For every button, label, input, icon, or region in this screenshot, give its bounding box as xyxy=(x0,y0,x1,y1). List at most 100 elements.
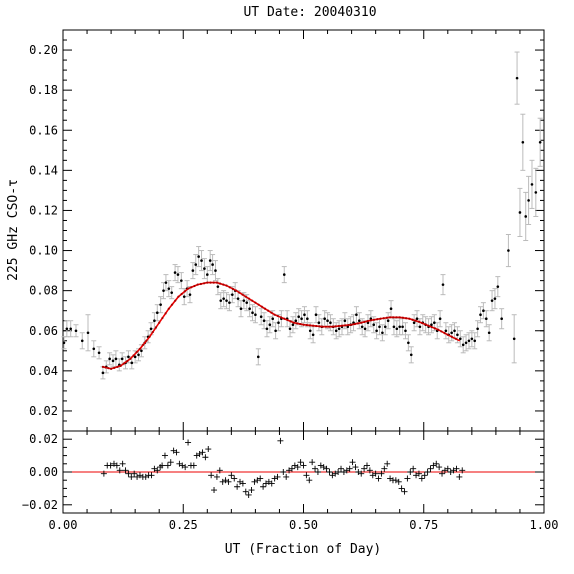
fit-marker xyxy=(289,320,292,323)
residual-point xyxy=(193,452,200,459)
data-point xyxy=(80,339,84,343)
residual-point xyxy=(268,480,275,487)
residual-point xyxy=(134,473,141,480)
residual-point xyxy=(262,480,269,487)
data-point xyxy=(456,333,459,337)
data-point xyxy=(173,271,177,274)
residual-point xyxy=(100,470,107,477)
residual-point xyxy=(392,477,399,484)
residual-point xyxy=(170,447,177,454)
fit-marker xyxy=(321,325,324,328)
fit-marker xyxy=(209,281,212,284)
data-point xyxy=(326,319,329,323)
fit-marker xyxy=(443,331,446,335)
fit-marker xyxy=(161,316,164,320)
data-point xyxy=(521,140,525,144)
fit-marker xyxy=(340,324,344,327)
data-point xyxy=(381,331,384,335)
data-point xyxy=(461,343,465,347)
data-point xyxy=(407,341,410,345)
residual-point xyxy=(413,472,420,479)
fit-marker xyxy=(315,324,318,328)
data-point xyxy=(386,319,390,323)
fit-marker xyxy=(167,307,170,310)
data-point xyxy=(191,269,195,272)
fit-marker xyxy=(215,281,219,284)
data-point xyxy=(415,317,419,321)
fit-marker xyxy=(363,320,366,324)
fit-marker xyxy=(344,324,347,327)
y-tick-label: 0.10 xyxy=(29,244,58,258)
fit-marker xyxy=(408,317,411,320)
data-point xyxy=(101,371,105,375)
fit-marker xyxy=(401,316,405,319)
y-tick-label: 0.06 xyxy=(29,324,58,338)
data-point xyxy=(412,321,416,325)
data-point xyxy=(518,211,522,214)
fit-marker xyxy=(299,322,302,326)
fit-marker xyxy=(238,291,241,294)
fit-marker xyxy=(225,284,228,287)
fit-marker xyxy=(366,320,369,323)
fit-marker xyxy=(122,362,126,365)
data-point xyxy=(176,273,180,276)
fit-marker xyxy=(276,314,279,318)
data-point xyxy=(111,359,115,363)
y-tick-label: 0.14 xyxy=(29,163,58,177)
residual-point xyxy=(349,459,356,466)
residual-point xyxy=(375,475,382,482)
data-point xyxy=(262,319,266,323)
data-point xyxy=(228,301,231,304)
data-point xyxy=(197,255,200,258)
fit-marker xyxy=(135,351,138,354)
data-point xyxy=(496,285,500,288)
data-point xyxy=(500,317,503,321)
residual-point xyxy=(173,449,180,456)
residual-point xyxy=(421,472,428,479)
fit-curve xyxy=(101,281,461,370)
main-axis-ticks: 0.02 0.04 0.06 0.08 0.10 0.12 0.14 0.16 0.18 0.20 xyxy=(29,30,545,431)
fit-marker xyxy=(318,325,321,328)
residual-point xyxy=(116,467,123,474)
residual-point xyxy=(323,465,330,472)
residual-point xyxy=(366,467,373,474)
residual-point xyxy=(433,460,440,467)
residual-point xyxy=(196,450,203,457)
fit-marker xyxy=(308,324,312,327)
data-point xyxy=(155,311,159,315)
data-point xyxy=(182,295,186,298)
data-point xyxy=(355,313,358,317)
fit-marker xyxy=(295,322,299,325)
data-point xyxy=(65,327,69,331)
residual-point xyxy=(372,470,379,477)
residual-point xyxy=(381,465,388,472)
data-point xyxy=(409,353,413,357)
data-point xyxy=(69,327,72,331)
data-point xyxy=(317,321,321,325)
fit-marker xyxy=(126,360,129,363)
residual-point xyxy=(125,470,132,477)
residual-point xyxy=(202,454,209,461)
fit-marker xyxy=(241,293,244,296)
fit-marker xyxy=(347,323,350,327)
data-point xyxy=(188,293,192,296)
residual-point xyxy=(231,475,238,482)
data-point xyxy=(130,361,134,365)
residual-point xyxy=(107,462,114,469)
residual-point xyxy=(404,475,411,482)
fit-marker xyxy=(392,316,395,319)
data-point xyxy=(482,309,485,313)
fit-marker xyxy=(450,335,453,338)
data-point xyxy=(225,299,228,302)
fit-marker xyxy=(273,313,276,316)
residual-point xyxy=(456,473,463,480)
fit-marker xyxy=(174,299,177,302)
data-point xyxy=(108,357,111,361)
fit-marker xyxy=(113,366,116,369)
data-point xyxy=(133,355,137,359)
residual-point xyxy=(398,485,405,492)
fit-line xyxy=(102,281,461,370)
data-point xyxy=(438,317,442,321)
data-point xyxy=(200,259,203,262)
